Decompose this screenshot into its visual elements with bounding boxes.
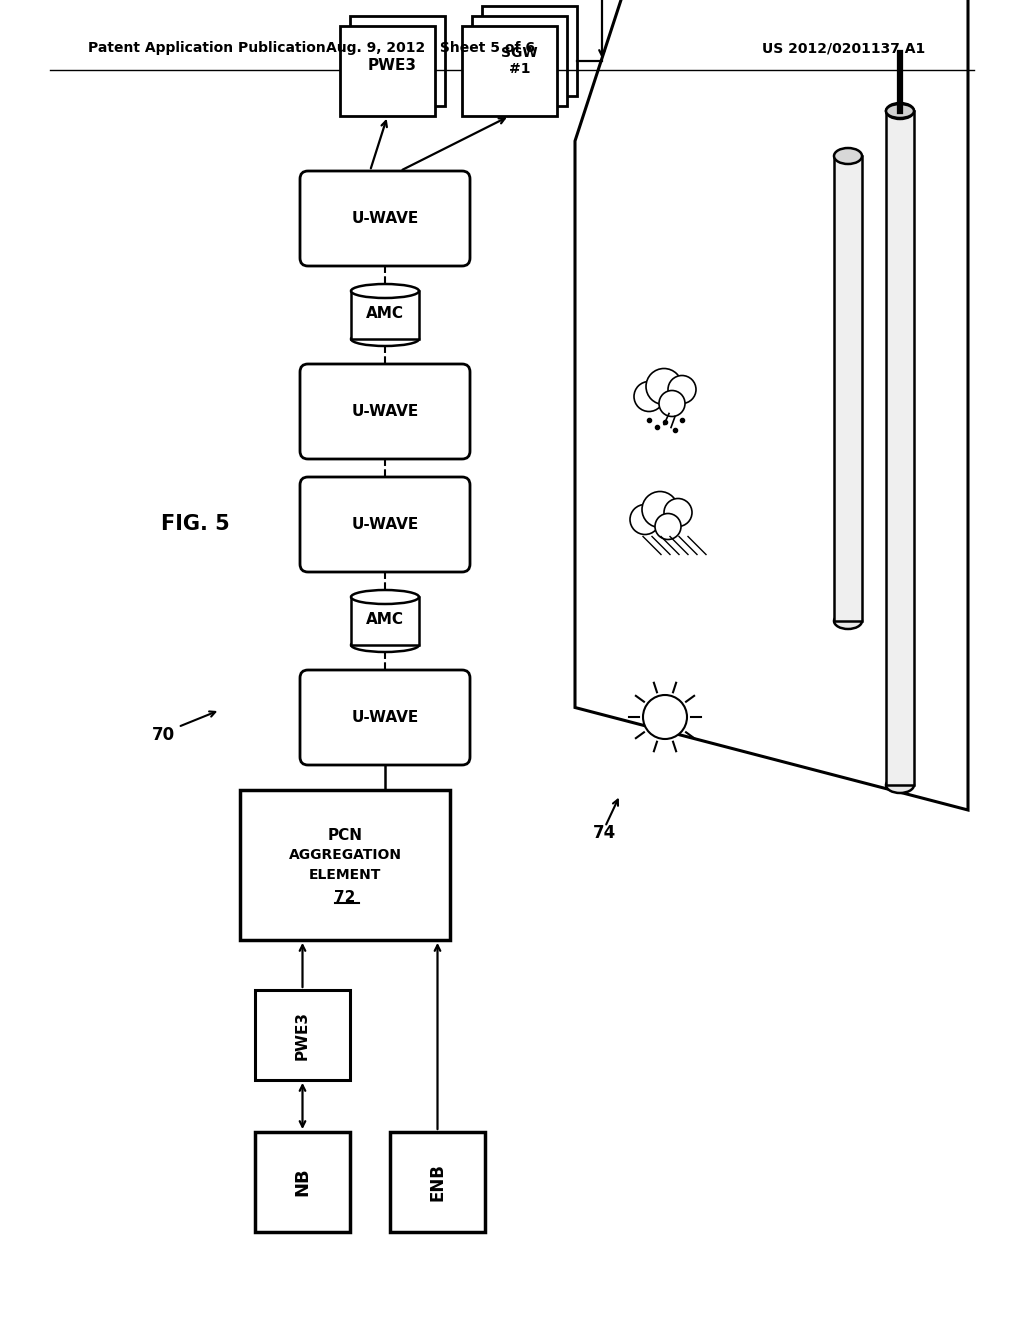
Text: PWE3: PWE3 [295,1011,310,1060]
FancyBboxPatch shape [300,364,470,459]
Bar [462,26,557,116]
Circle shape [630,504,660,535]
FancyBboxPatch shape [300,477,470,572]
Text: U-WAVE: U-WAVE [351,404,419,418]
Text: AMC: AMC [366,611,404,627]
Text: NB: NB [294,1168,311,1196]
Ellipse shape [351,333,419,346]
Circle shape [646,368,682,404]
Bar [472,16,567,106]
Ellipse shape [834,612,862,630]
Ellipse shape [351,638,419,652]
Bar [240,789,450,940]
Ellipse shape [351,590,419,605]
Bar [351,597,419,645]
Text: Patent Application Publication: Patent Application Publication [88,41,326,55]
Text: US 2012/0201137 A1: US 2012/0201137 A1 [762,41,926,55]
Bar [390,1133,485,1232]
Bar [255,990,350,1080]
Ellipse shape [886,103,914,119]
Ellipse shape [351,284,419,298]
Circle shape [634,381,664,412]
Ellipse shape [886,777,914,793]
Text: 70: 70 [152,726,174,744]
Text: Aug. 9, 2012   Sheet 5 of 6: Aug. 9, 2012 Sheet 5 of 6 [326,41,535,55]
Text: U-WAVE: U-WAVE [351,211,419,226]
FancyBboxPatch shape [300,671,470,766]
Circle shape [643,696,687,739]
Text: SGW
#1: SGW #1 [501,46,538,77]
Ellipse shape [886,104,914,117]
Text: PCN: PCN [328,828,362,842]
Circle shape [668,375,696,404]
Text: AMC: AMC [366,305,404,321]
Text: ENB: ENB [428,1163,446,1201]
Circle shape [664,499,692,527]
Text: AGGREGATION: AGGREGATION [289,847,401,862]
FancyBboxPatch shape [300,172,470,267]
Bar [255,1133,350,1232]
Bar [482,7,577,96]
Bar [834,156,862,620]
Bar [340,26,435,116]
Text: PWE3: PWE3 [368,58,417,74]
Text: FIG. 5: FIG. 5 [161,515,229,535]
Ellipse shape [834,148,862,164]
Circle shape [659,391,685,417]
Text: ELEMENT: ELEMENT [309,869,381,882]
Bar [350,16,445,106]
Circle shape [642,491,678,528]
Bar [351,290,419,339]
Text: U-WAVE: U-WAVE [351,710,419,725]
Circle shape [655,513,681,540]
Text: 72: 72 [334,890,355,904]
Text: 74: 74 [593,824,616,842]
Bar [886,111,914,785]
Text: U-WAVE: U-WAVE [351,517,419,532]
Polygon shape [575,0,968,810]
